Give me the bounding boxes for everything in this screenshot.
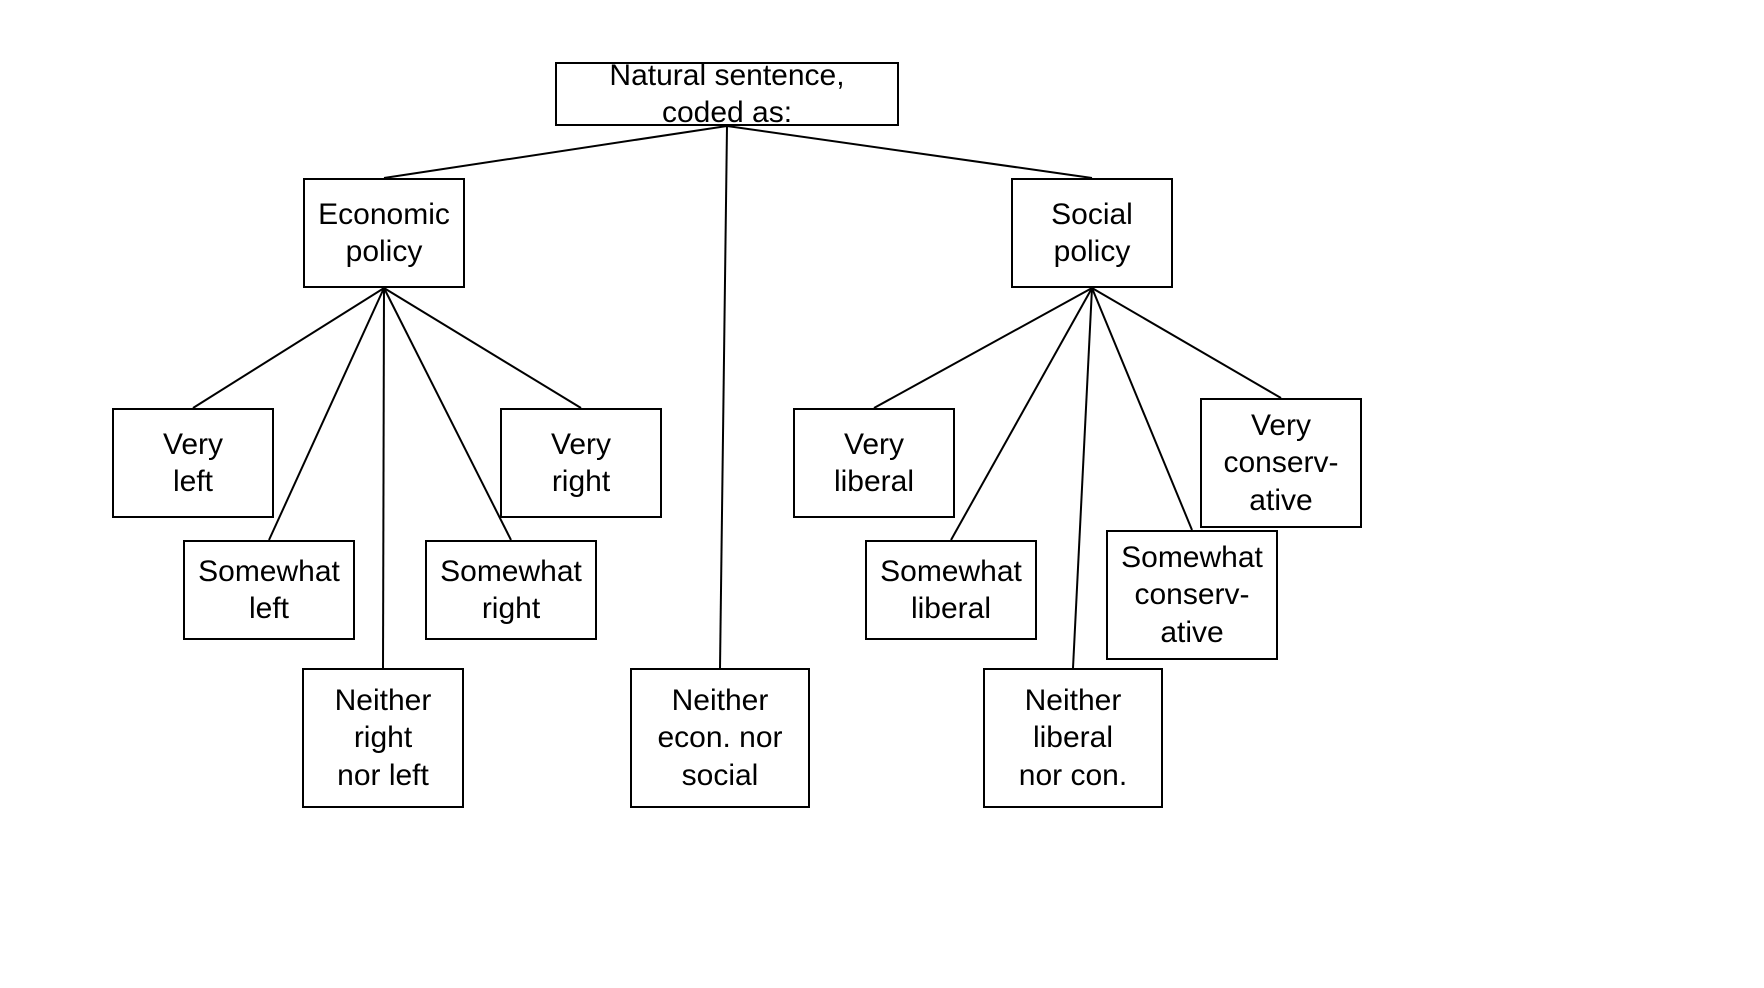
node-s_some_lib: Somewhatliberal	[865, 540, 1037, 640]
edge-econ-e_very_left	[193, 288, 384, 408]
edge-root-social	[727, 126, 1092, 178]
edge-econ-e_neither	[383, 288, 384, 668]
node-e_some_left: Somewhatleft	[183, 540, 355, 640]
node-s_very_lib: Veryliberal	[793, 408, 955, 518]
edge-root-neither_es	[720, 126, 727, 668]
node-s_some_con: Somewhatconserv-ative	[1106, 530, 1278, 660]
node-root: Natural sentence, coded as:	[555, 62, 899, 126]
edge-social-s_very_con	[1092, 288, 1281, 398]
edge-econ-e_some_right	[384, 288, 511, 540]
node-s_very_con: Veryconserv-ative	[1200, 398, 1362, 528]
edge-social-s_some_lib	[951, 288, 1092, 540]
edge-econ-e_some_left	[269, 288, 384, 540]
node-s_neither: Neitherliberalnor con.	[983, 668, 1163, 808]
edge-econ-e_very_right	[384, 288, 581, 408]
node-e_very_left: Veryleft	[112, 408, 274, 518]
edge-root-econ	[384, 126, 727, 178]
diagram-stage: Natural sentence, coded as: Economicpolic…	[0, 0, 1764, 988]
node-econ: Economicpolicy	[303, 178, 465, 288]
node-social: Socialpolicy	[1011, 178, 1173, 288]
node-e_neither: Neitherrightnor left	[302, 668, 464, 808]
node-e_very_right: Veryright	[500, 408, 662, 518]
edge-social-s_some_con	[1092, 288, 1192, 530]
node-e_some_right: Somewhatright	[425, 540, 597, 640]
node-neither_es: Neitherecon. norsocial	[630, 668, 810, 808]
edge-social-s_neither	[1073, 288, 1092, 668]
edge-social-s_very_lib	[874, 288, 1092, 408]
